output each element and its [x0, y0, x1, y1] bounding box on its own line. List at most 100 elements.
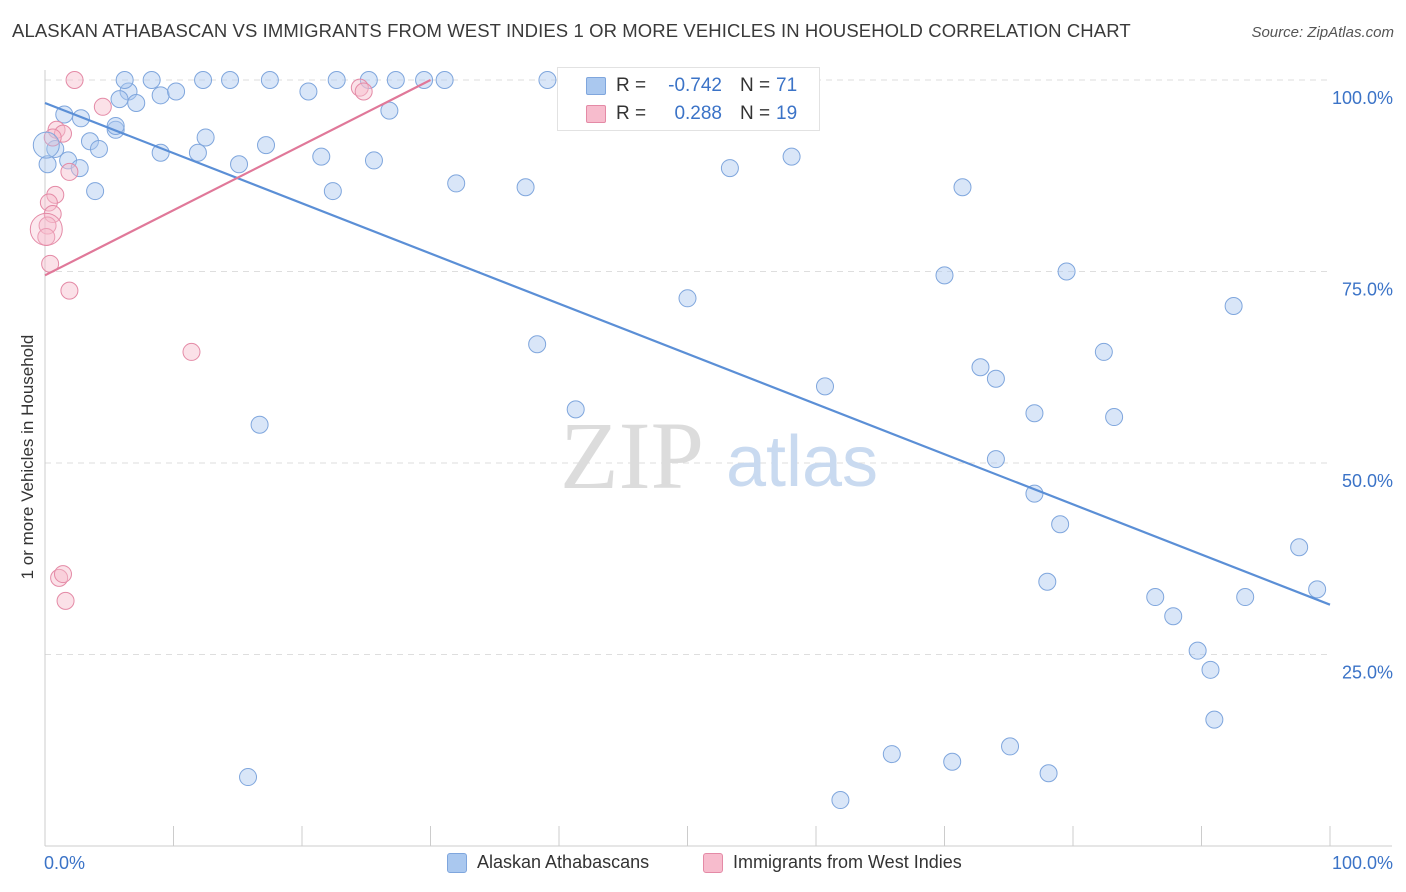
point-west-indies: [46, 185, 65, 204]
point-athabascans: [32, 131, 60, 159]
legend-swatch-west-indies: [703, 852, 723, 873]
y-tick-label: 100.0%: [1332, 88, 1393, 108]
point-athabascans: [566, 400, 585, 419]
point-athabascans: [986, 450, 1005, 469]
watermark-atlas: atlas: [726, 422, 878, 502]
stats-row-west-indies: R = 0.288 N = 19: [558, 100, 797, 128]
chart-title: ALASKAN ATHABASCAN VS IMMIGRANTS FROM WE…: [12, 20, 1131, 41]
point-west-indies: [354, 82, 373, 101]
stats-row-athabascans: R = -0.742 N = 71: [558, 72, 797, 100]
point-athabascans: [115, 71, 134, 89]
point-west-indies: [39, 193, 58, 212]
point-athabascans: [151, 86, 170, 105]
point-athabascans: [167, 82, 186, 101]
point-athabascans: [516, 178, 535, 197]
point-athabascans: [1164, 607, 1183, 626]
legend-label: Alaskan Athabascans: [477, 852, 650, 872]
point-athabascans: [1224, 296, 1243, 315]
correlation-stats-box: R = -0.742 N = 71 R = 0.288 N = 19: [557, 67, 820, 131]
point-athabascans: [188, 143, 207, 162]
point-athabascans: [80, 132, 99, 151]
point-athabascans: [1188, 641, 1207, 660]
point-athabascans: [327, 71, 346, 89]
point-athabascans: [221, 71, 240, 89]
point-athabascans: [89, 139, 108, 158]
trend-line-west-indies: [44, 79, 431, 277]
r-label: R =: [616, 103, 647, 124]
r-value: -0.742: [668, 75, 722, 96]
legend-label: Immigrants from West Indies: [733, 852, 962, 872]
point-athabascans: [364, 151, 383, 170]
point-athabascans: [782, 147, 801, 166]
point-athabascans: [1290, 538, 1309, 557]
y-tick-label: 75.0%: [1342, 280, 1393, 300]
point-west-indies: [43, 128, 62, 147]
point-athabascans: [1201, 660, 1220, 679]
point-west-indies: [29, 212, 63, 246]
legend-item-athabascans[interactable]: Alaskan Athabascans: [447, 852, 649, 873]
point-athabascans: [1236, 588, 1255, 607]
n-label: N =: [740, 75, 771, 96]
source-credit: Source: ZipAtlas.com: [1251, 24, 1394, 41]
y-tick-label: 25.0%: [1342, 663, 1393, 683]
point-athabascans: [1057, 262, 1076, 281]
point-athabascans: [1025, 404, 1044, 423]
point-athabascans: [70, 159, 89, 178]
point-west-indies: [43, 205, 62, 224]
stats-swatch-athabascans: [586, 77, 606, 95]
point-athabascans: [1105, 408, 1124, 427]
point-west-indies: [53, 124, 72, 143]
point-athabascans: [194, 71, 213, 89]
point-athabascans: [1205, 710, 1224, 729]
point-athabascans: [935, 266, 954, 285]
point-athabascans: [106, 116, 125, 135]
point-athabascans: [323, 182, 342, 201]
point-athabascans: [943, 752, 962, 771]
point-athabascans: [953, 178, 972, 197]
point-athabascans: [1039, 764, 1058, 783]
point-athabascans: [239, 768, 258, 787]
r-value: 0.288: [674, 103, 722, 124]
point-athabascans: [447, 174, 466, 193]
point-athabascans: [127, 93, 146, 112]
point-athabascans: [678, 289, 697, 308]
point-athabascans: [986, 369, 1005, 388]
x-tick-label: 100.0%: [1332, 853, 1393, 873]
point-athabascans: [312, 147, 331, 166]
point-west-indies: [53, 565, 72, 584]
point-athabascans: [1146, 588, 1165, 607]
n-label: N =: [740, 103, 771, 124]
point-athabascans: [359, 71, 378, 89]
point-athabascans: [71, 109, 90, 128]
point-west-indies: [65, 71, 84, 89]
point-athabascans: [151, 143, 170, 162]
point-athabascans: [86, 182, 105, 201]
point-athabascans: [1051, 515, 1070, 534]
trend-line-athabascans: [44, 101, 1331, 606]
point-west-indies: [60, 162, 79, 181]
point-athabascans: [831, 791, 850, 810]
n-value: 19: [776, 103, 798, 124]
point-athabascans: [386, 71, 405, 89]
y-axis-title: 1 or more Vehicles in Household: [18, 334, 37, 580]
tick-labels: 25.0% 50.0% 75.0% 100.0% 0.0% 100.0%: [44, 88, 1393, 873]
point-athabascans: [196, 128, 215, 147]
x-tick-label: 0.0%: [44, 853, 85, 873]
watermark: ZIP atlas: [560, 402, 878, 509]
point-athabascans: [257, 136, 276, 155]
point-athabascans: [250, 415, 269, 434]
axes: [44, 70, 1392, 847]
grid-lines: [45, 79, 1330, 655]
point-west-indies: [38, 216, 57, 235]
point-west-indies: [182, 342, 201, 361]
point-athabascans: [1001, 737, 1020, 756]
point-athabascans: [110, 90, 129, 109]
stats-swatch-west-indies: [586, 105, 606, 123]
legend-item-west-indies[interactable]: Immigrants from West Indies: [703, 852, 962, 873]
trend-lines: [44, 79, 1331, 606]
r-label: R =: [616, 75, 647, 96]
point-west-indies: [93, 97, 112, 116]
point-athabascans: [882, 745, 901, 764]
point-athabascans: [230, 155, 249, 174]
